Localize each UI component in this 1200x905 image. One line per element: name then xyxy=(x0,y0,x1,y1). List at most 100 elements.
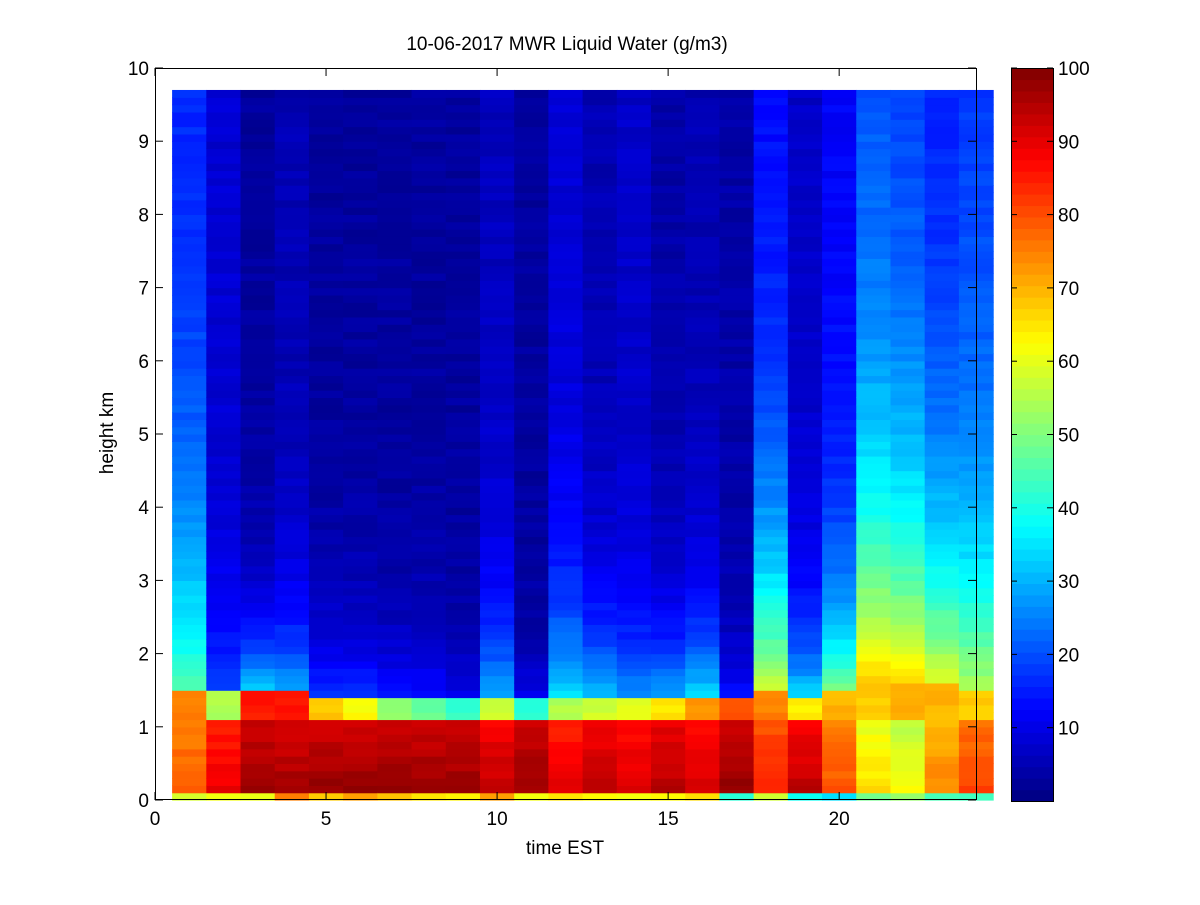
heatmap-cell xyxy=(514,89,549,98)
heatmap-cell xyxy=(308,192,344,201)
heatmap-cell xyxy=(616,763,652,772)
heatmap-cell xyxy=(548,763,584,772)
heatmap-cell xyxy=(308,360,344,369)
heatmap-cell xyxy=(308,382,344,391)
heatmap-cell xyxy=(343,221,378,230)
heatmap-cell xyxy=(924,792,960,801)
heatmap-cell xyxy=(172,133,207,142)
heatmap-cell xyxy=(890,214,926,223)
heatmap-cell xyxy=(343,646,378,655)
heatmap-cell xyxy=(377,631,413,640)
heatmap-cell xyxy=(411,748,447,757)
heatmap-cell xyxy=(890,382,926,391)
heatmap-cell xyxy=(787,668,823,677)
heatmap-cell xyxy=(548,185,584,194)
heatmap-cell xyxy=(890,580,926,589)
heatmap-cell xyxy=(719,770,755,779)
heatmap-cell xyxy=(924,287,960,296)
heatmap-cell xyxy=(651,236,686,245)
heatmap-cell xyxy=(343,587,378,596)
heatmap-cell xyxy=(616,499,652,508)
heatmap-cell xyxy=(787,258,823,267)
heatmap-cell xyxy=(514,543,549,552)
heatmap-cell xyxy=(719,675,755,684)
heatmap-cell xyxy=(651,646,686,655)
colorbar-segment xyxy=(1011,297,1053,310)
heatmap-cell xyxy=(651,441,686,450)
heatmap-cell xyxy=(753,492,789,501)
heatmap-cell xyxy=(479,719,515,728)
heatmap-cell xyxy=(787,419,823,428)
heatmap-cell xyxy=(582,404,618,413)
heatmap-cell xyxy=(479,660,515,669)
heatmap-cell xyxy=(753,712,789,721)
heatmap-cell xyxy=(582,346,618,355)
heatmap-cell xyxy=(240,785,276,794)
heatmap-cell xyxy=(719,111,755,120)
heatmap-cell xyxy=(685,485,721,494)
heatmap-cell xyxy=(343,272,378,281)
heatmap-cell xyxy=(753,565,789,574)
colorbar-segment xyxy=(1011,262,1053,275)
heatmap-cell xyxy=(308,163,344,172)
heatmap-cell xyxy=(548,631,584,640)
heatmap-cell xyxy=(240,148,276,157)
heatmap-cell xyxy=(445,382,481,391)
heatmap-cell xyxy=(445,617,481,625)
heatmap-cell xyxy=(411,675,447,684)
heatmap-cell xyxy=(582,441,618,450)
heatmap-cell xyxy=(206,331,242,340)
heatmap-cell xyxy=(343,712,378,721)
heatmap-cell xyxy=(856,726,892,735)
heatmap-cell xyxy=(240,485,276,494)
heatmap-cell xyxy=(719,543,755,552)
heatmap-cell xyxy=(479,551,515,560)
heatmap-cell xyxy=(445,624,481,633)
colorbar-segment xyxy=(1011,652,1053,665)
heatmap-cell xyxy=(685,426,721,435)
heatmap-cell xyxy=(548,251,584,259)
heatmap-cell xyxy=(616,631,652,640)
heatmap-cell xyxy=(582,595,618,603)
heatmap-cell xyxy=(514,770,549,779)
heatmap-cell xyxy=(274,543,310,552)
heatmap-cell xyxy=(206,382,242,391)
heatmap-cell xyxy=(377,155,413,164)
heatmap-cell xyxy=(787,170,823,179)
heatmap-cell xyxy=(582,726,618,735)
heatmap-cell xyxy=(890,294,926,303)
heatmap-cell xyxy=(514,668,549,677)
heatmap-cell xyxy=(856,543,892,552)
heatmap-cell xyxy=(753,587,789,596)
heatmap-cell xyxy=(343,521,378,530)
heatmap-cell xyxy=(240,155,276,164)
heatmap-cell xyxy=(274,390,310,398)
heatmap-cell xyxy=(651,726,686,735)
heatmap-cell xyxy=(479,302,515,311)
heatmap-cell xyxy=(924,726,960,735)
heatmap-cell xyxy=(616,338,652,347)
heatmap-cell xyxy=(206,492,242,501)
heatmap-cell xyxy=(753,792,789,801)
heatmap-cell xyxy=(685,609,721,618)
heatmap-cell xyxy=(343,514,378,523)
heatmap-cell xyxy=(787,595,823,603)
heatmap-cell xyxy=(377,221,413,230)
heatmap-cell xyxy=(685,302,721,311)
heatmap-cell xyxy=(240,390,276,398)
heatmap-cell xyxy=(479,163,515,172)
heatmap-cell xyxy=(343,631,378,640)
y-tick-label: 1 xyxy=(138,718,149,739)
heatmap-cell xyxy=(548,316,584,325)
heatmap-cell xyxy=(582,199,618,208)
heatmap-cell xyxy=(719,214,755,223)
heatmap-cell xyxy=(582,660,618,669)
heatmap-cell xyxy=(445,734,481,743)
heatmap-cell xyxy=(206,660,242,669)
heatmap-cell xyxy=(685,551,721,560)
heatmap-cell xyxy=(377,646,413,655)
heatmap-cell xyxy=(274,346,310,355)
heatmap-cell xyxy=(719,397,755,406)
heatmap-cell xyxy=(719,617,755,625)
heatmap-cell xyxy=(206,280,242,289)
